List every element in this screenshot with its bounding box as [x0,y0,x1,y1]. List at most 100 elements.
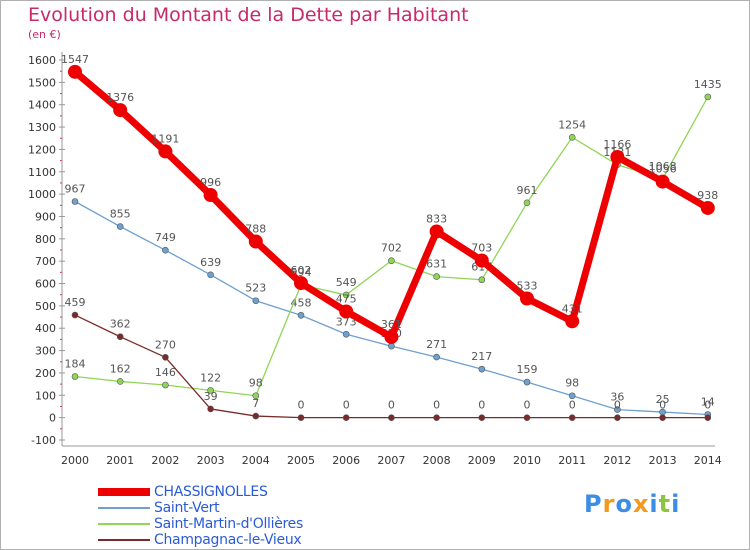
data-label: 996 [200,176,221,189]
data-label: 0 [524,399,531,412]
legend-swatch [98,507,150,509]
data-point [252,392,260,400]
data-label: 602 [291,264,312,277]
data-label: 967 [65,182,86,195]
data-label: 0 [614,399,621,412]
proxiti-logo: Proxiti [584,490,680,518]
logo-letter: P [584,490,603,518]
y-tick-label: 0 [49,412,56,425]
y-axis-unit: (en €) [28,28,61,41]
data-label: 162 [110,362,131,375]
data-point [433,414,440,421]
legend-swatch [98,523,150,525]
x-tick-label: 2013 [649,454,677,467]
data-label: 0 [388,399,395,412]
data-point [252,412,260,420]
data-point [704,93,712,101]
data-label: 0 [659,399,666,412]
data-point [614,406,621,413]
y-tick-label: 300 [35,345,56,358]
x-tick-label: 2006 [332,454,360,467]
data-label: 1068 [649,160,677,173]
x-tick-label: 2004 [242,454,270,467]
data-label: 639 [200,256,221,269]
data-point [116,378,124,385]
data-label: 749 [155,231,176,244]
data-label: 146 [155,366,176,379]
data-point [565,314,580,329]
data-point [659,414,666,421]
y-tick-label: 1000 [28,188,56,201]
data-point [520,291,534,306]
data-label: 0 [478,399,485,412]
legend-swatch [98,539,150,541]
x-tick-label: 2003 [197,454,225,467]
x-tick-label: 2014 [694,454,722,467]
data-label: 833 [426,212,447,225]
data-point [342,330,350,338]
data-label: 1166 [603,138,631,151]
data-label: 1435 [694,78,722,91]
data-label: 1547 [61,53,89,66]
data-point [248,234,263,249]
data-label: 631 [426,258,447,271]
data-point [433,273,440,280]
data-label: 159 [517,363,538,376]
x-tick-label: 2010 [513,454,541,467]
data-point [523,378,531,386]
data-point [478,414,486,421]
data-point [384,329,399,344]
data-label: 1191 [151,132,179,145]
y-tick-label: 1400 [28,99,56,112]
data-point [342,414,350,421]
data-point [203,188,218,203]
data-point [568,414,576,421]
y-tick-label: 1600 [28,54,56,67]
data-label: 938 [697,189,718,202]
data-label: 25 [656,393,670,406]
data-label: 98 [565,377,579,390]
y-tick-label: 600 [35,278,56,291]
legend-label: CHASSIGNOLLES [154,484,268,500]
data-point [388,257,395,265]
data-point [388,342,395,350]
logo-letter: x [632,490,650,518]
data-label: 1056 [649,163,677,176]
data-label: 7 [252,397,259,410]
data-label: 458 [291,296,312,309]
data-label: 0 [298,399,305,412]
data-point [297,414,305,421]
data-label: 362 [110,318,131,331]
data-point [68,64,82,79]
data-point [297,311,305,319]
data-point [162,353,169,361]
y-tick-label: 400 [35,322,56,335]
data-point [568,392,576,400]
data-point [252,297,260,305]
data-label: 533 [517,280,538,293]
data-point [478,365,486,373]
data-label: 36 [610,391,624,404]
data-point [339,304,354,319]
data-point [704,414,712,421]
data-label: 475 [336,292,357,305]
legend-swatch [98,488,150,496]
data-label: 0 [704,399,711,412]
data-point [207,271,214,279]
y-tick-label: 1200 [28,143,56,156]
data-label: 361 [381,318,402,331]
logo-letter: i [649,490,659,518]
data-point [116,333,124,341]
x-tick-label: 2001 [106,454,134,467]
y-tick-label: 900 [35,210,56,223]
logo-letter: t [658,490,672,518]
chart-title: Evolution du Montant de la Dette par Hab… [28,4,469,26]
data-label: 39 [204,390,218,403]
data-point [655,174,670,189]
legend-label: Champagnac-le-Vieux [154,532,302,548]
data-point [523,199,531,207]
data-point [474,253,489,268]
data-label: 1376 [106,91,134,104]
y-tick-label: -100 [31,434,56,447]
